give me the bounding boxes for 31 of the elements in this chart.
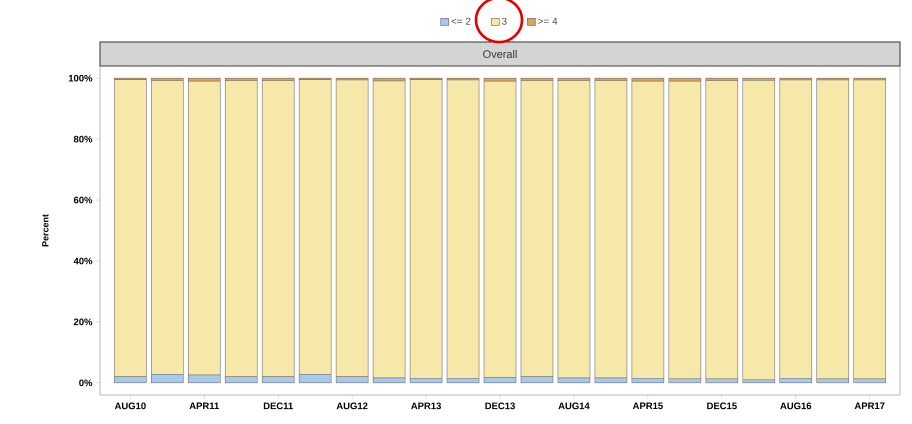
x-tick-label: APR13 [411,402,441,410]
y-axis-title: Percent [42,214,48,246]
y-tick-label: 20% [74,318,92,326]
bar [779,80,812,379]
x-tick-label: AUG12 [336,402,368,410]
x-tick-label: APR11 [190,402,219,410]
x-tick-label: AUG14 [558,402,590,410]
x-tick-label: AUG16 [780,402,812,410]
x-tick-label: DEC15 [707,402,737,410]
bar [816,80,850,380]
bar [742,80,776,380]
y-tick-label: 0% [79,379,92,386]
y-tick-label: 80% [74,136,92,142]
bar [446,80,480,379]
chart-subtitle: Overall [483,50,517,58]
bar [853,80,886,380]
bar [706,80,738,380]
legend-label: >= 4 [538,18,558,25]
x-tick-label: APR15 [632,402,663,410]
y-tick-label: 60% [74,196,92,204]
x-tick-label: APR17 [854,402,885,410]
x-tick-label: AUG10 [114,402,146,410]
bar [668,80,702,380]
y-tick-label: 40% [74,258,92,264]
y-tick-label: 100% [68,74,92,82]
legend-label: 3 [502,18,507,25]
x-tick-label: DEC11 [264,402,293,410]
bar [410,79,442,379]
bar [632,80,664,379]
legend-label: <= 2 [451,18,470,25]
x-tick-label: DEC13 [485,402,515,410]
